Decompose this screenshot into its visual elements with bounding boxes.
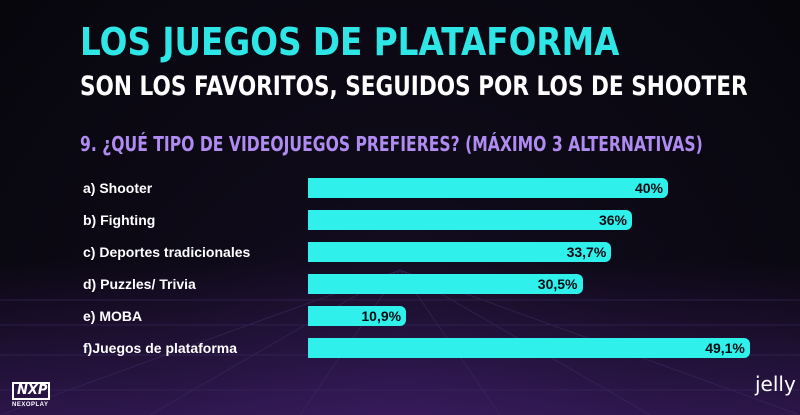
bar-row: d) Puzzles/ Trivia 30,5% [0, 271, 800, 297]
bar: 30,5% [308, 274, 583, 294]
bar: 40% [308, 178, 668, 198]
page-subtitle: SON LOS FAVORITOS, SEGUIDOS POR LOS DE S… [80, 71, 748, 102]
data-label: 30,5% [537, 276, 578, 292]
bar-row: c) Deportes tradicionales 33,7% [0, 239, 800, 265]
bar: 49,1% [308, 338, 750, 358]
bar-row: f)Juegos de plataforma 49,1% [0, 335, 800, 361]
category-label: c) Deportes tradicionales [83, 244, 251, 260]
data-label: 33,7% [566, 244, 607, 260]
bar-row: a) Shooter 40% [0, 175, 800, 201]
bar: 33,7% [308, 242, 612, 262]
bar-row: e) MOBA 10,9% [0, 303, 800, 329]
nexoplay-logo: NXP NEXOPLAY [12, 382, 50, 408]
category-label: a) Shooter [83, 180, 153, 196]
bar-row: b) Fighting 36% [0, 207, 800, 233]
category-label: b) Fighting [83, 212, 156, 228]
survey-question: 9. ¿QUÉ TIPO DE VIDEOJUEGOS PREFIERES? (… [80, 132, 703, 156]
data-label: 10,9% [361, 308, 402, 324]
category-label: f)Juegos de plataforma [83, 340, 238, 356]
data-label: 49,1% [705, 340, 745, 356]
bar: 36% [308, 210, 632, 230]
data-label: 36% [598, 212, 627, 228]
jelly-logo: jelly [755, 372, 796, 396]
page-title: LOS JUEGOS DE PLATAFORMA [80, 20, 620, 64]
bar: 10,9% [308, 306, 407, 326]
category-label: e) MOBA [83, 308, 143, 324]
data-label: 40% [634, 180, 663, 196]
category-label: d) Puzzles/ Trivia [83, 276, 196, 292]
